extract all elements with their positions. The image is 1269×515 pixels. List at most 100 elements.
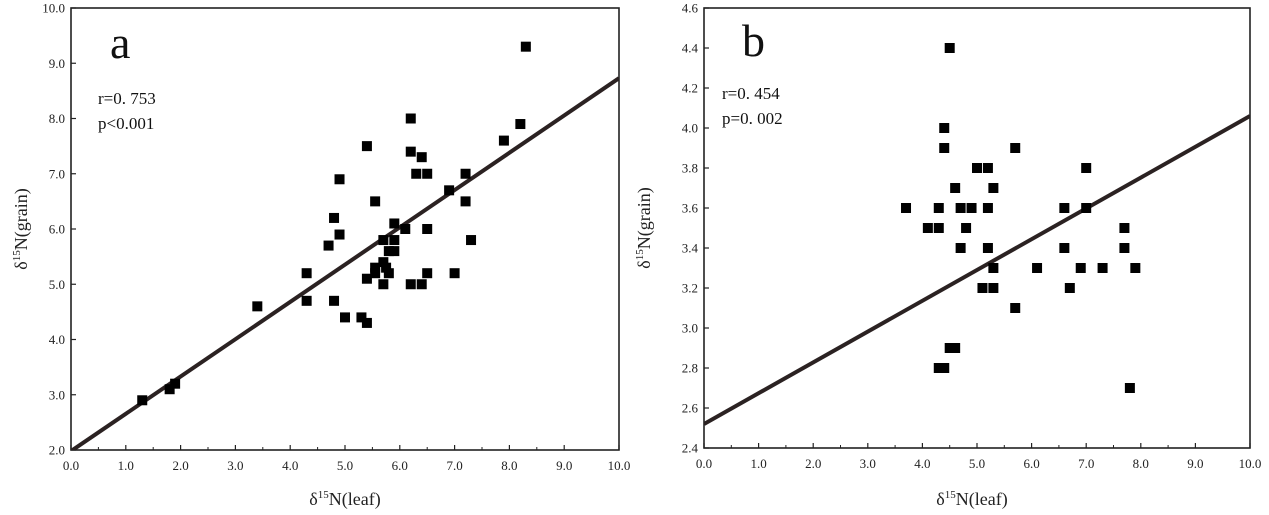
- y-tick-label: 5.0: [49, 277, 65, 292]
- data-point: [961, 223, 972, 233]
- data-point: [460, 196, 471, 207]
- x-tick-label: 3.0: [860, 456, 876, 471]
- data-point: [400, 224, 411, 234]
- data-point: [982, 243, 993, 253]
- y-axis-title: δ15N(grain): [634, 187, 655, 268]
- y-tick-label: 8.0: [49, 111, 65, 126]
- x-tick-label: 2.0: [172, 458, 188, 473]
- x-tick-label: 0.0: [696, 456, 712, 471]
- data-point: [329, 295, 340, 306]
- data-point: [422, 224, 433, 234]
- x-tick-label: 4.0: [914, 456, 930, 471]
- axis-title-text: N(leaf): [956, 489, 1008, 510]
- data-point: [323, 240, 334, 251]
- data-point: [334, 229, 345, 240]
- x-tick-label: 6.0: [1023, 456, 1039, 471]
- data-point: [381, 262, 392, 273]
- data-point: [988, 183, 999, 193]
- y-tick-label: 4.2: [682, 81, 698, 96]
- x-tick-label: 4.0: [282, 458, 298, 473]
- x-tick-label: 8.0: [1133, 456, 1149, 471]
- data-point: [988, 283, 999, 293]
- data-point: [301, 268, 312, 279]
- data-point: [252, 301, 263, 312]
- x-tick-label: 10.0: [608, 458, 631, 473]
- axis-title-text: N(grain): [11, 188, 32, 250]
- data-point: [301, 295, 312, 306]
- y-tick-label: 3.2: [682, 281, 698, 296]
- data-point: [955, 203, 966, 213]
- x-tick-label: 0.0: [63, 458, 79, 473]
- data-point: [361, 141, 372, 152]
- data-point: [1081, 203, 1092, 213]
- data-point: [922, 223, 933, 233]
- delta-symbol: δ: [11, 261, 31, 269]
- data-point: [1075, 263, 1086, 273]
- data-point: [944, 43, 955, 53]
- data-point: [340, 312, 350, 323]
- data-point: [378, 257, 389, 268]
- r-value: r=0. 753: [98, 89, 156, 108]
- data-point: [939, 123, 950, 133]
- x-tick-label: 9.0: [1187, 456, 1203, 471]
- x-tick-label: 5.0: [969, 456, 985, 471]
- data-point: [1124, 383, 1135, 393]
- data-point: [389, 235, 400, 246]
- panel-b: 0.0 1.0 2.0 3.0 4.0 5.0 6.0 7.0 8.0 9.0 10.0 2.4 2.6…: [634, 1, 1261, 511]
- y-tick-label: 2.6: [682, 401, 699, 416]
- y-tick-label: 3.0: [682, 321, 698, 336]
- x-tick-label: 8.0: [501, 458, 517, 473]
- data-point: [329, 212, 340, 223]
- isotope-superscript: 15: [318, 489, 330, 501]
- data-point: [1119, 223, 1130, 233]
- data-point: [361, 317, 372, 328]
- axis-title-text: N(leaf): [329, 489, 381, 510]
- data-point: [422, 268, 433, 279]
- data-point: [1032, 263, 1043, 273]
- data-point: [164, 384, 175, 395]
- p-value: p=0. 002: [722, 109, 783, 128]
- data-point: [405, 146, 416, 157]
- data-point: [370, 262, 381, 273]
- data-point: [977, 283, 988, 293]
- data-point: [389, 218, 400, 229]
- x-axis-title: δ15N(leaf): [936, 489, 1007, 510]
- data-point: [972, 163, 982, 173]
- data-point: [982, 203, 993, 213]
- data-point: [1064, 283, 1075, 293]
- data-point: [444, 185, 455, 196]
- data-point: [1010, 303, 1021, 313]
- data-point: [944, 343, 955, 353]
- x-axis-title: δ15N(leaf): [309, 489, 380, 510]
- data-point: [361, 273, 372, 284]
- data-point: [383, 268, 394, 279]
- data-point: [1081, 163, 1092, 173]
- panel-label: a: [110, 17, 130, 68]
- p-value: p<0.001: [98, 114, 154, 133]
- y-tick-label: 2.0: [49, 443, 65, 458]
- plot-frame: [70, 7, 620, 451]
- y-tick-label: 4.0: [49, 332, 65, 347]
- panel-a: 0.0 1.0 2.0 3.0 4.0 5.0 6.0 7.0 8.0 9.0 10.0 2.0 3.0…: [11, 1, 630, 511]
- y-tick-label: 9.0: [49, 56, 65, 71]
- data-point: [416, 152, 427, 163]
- regression-line: [704, 114, 1250, 426]
- x-tick-label: 7.0: [1078, 456, 1094, 471]
- data-point: [466, 235, 477, 246]
- data-point: [416, 279, 427, 290]
- data-point: [378, 235, 389, 246]
- data-point: [939, 143, 950, 153]
- x-tick-label: 3.0: [227, 458, 243, 473]
- y-tick-label: 4.4: [682, 41, 699, 56]
- data-point: [334, 174, 345, 185]
- y-tick-label: 3.8: [682, 161, 698, 176]
- data-point: [982, 163, 993, 173]
- data-point: [901, 203, 912, 213]
- x-tick-label: 1.0: [750, 456, 766, 471]
- data-point: [1010, 143, 1021, 153]
- data-point: [449, 268, 460, 279]
- data-point: [389, 246, 400, 257]
- data-point: [137, 395, 148, 406]
- data-point: [950, 183, 961, 193]
